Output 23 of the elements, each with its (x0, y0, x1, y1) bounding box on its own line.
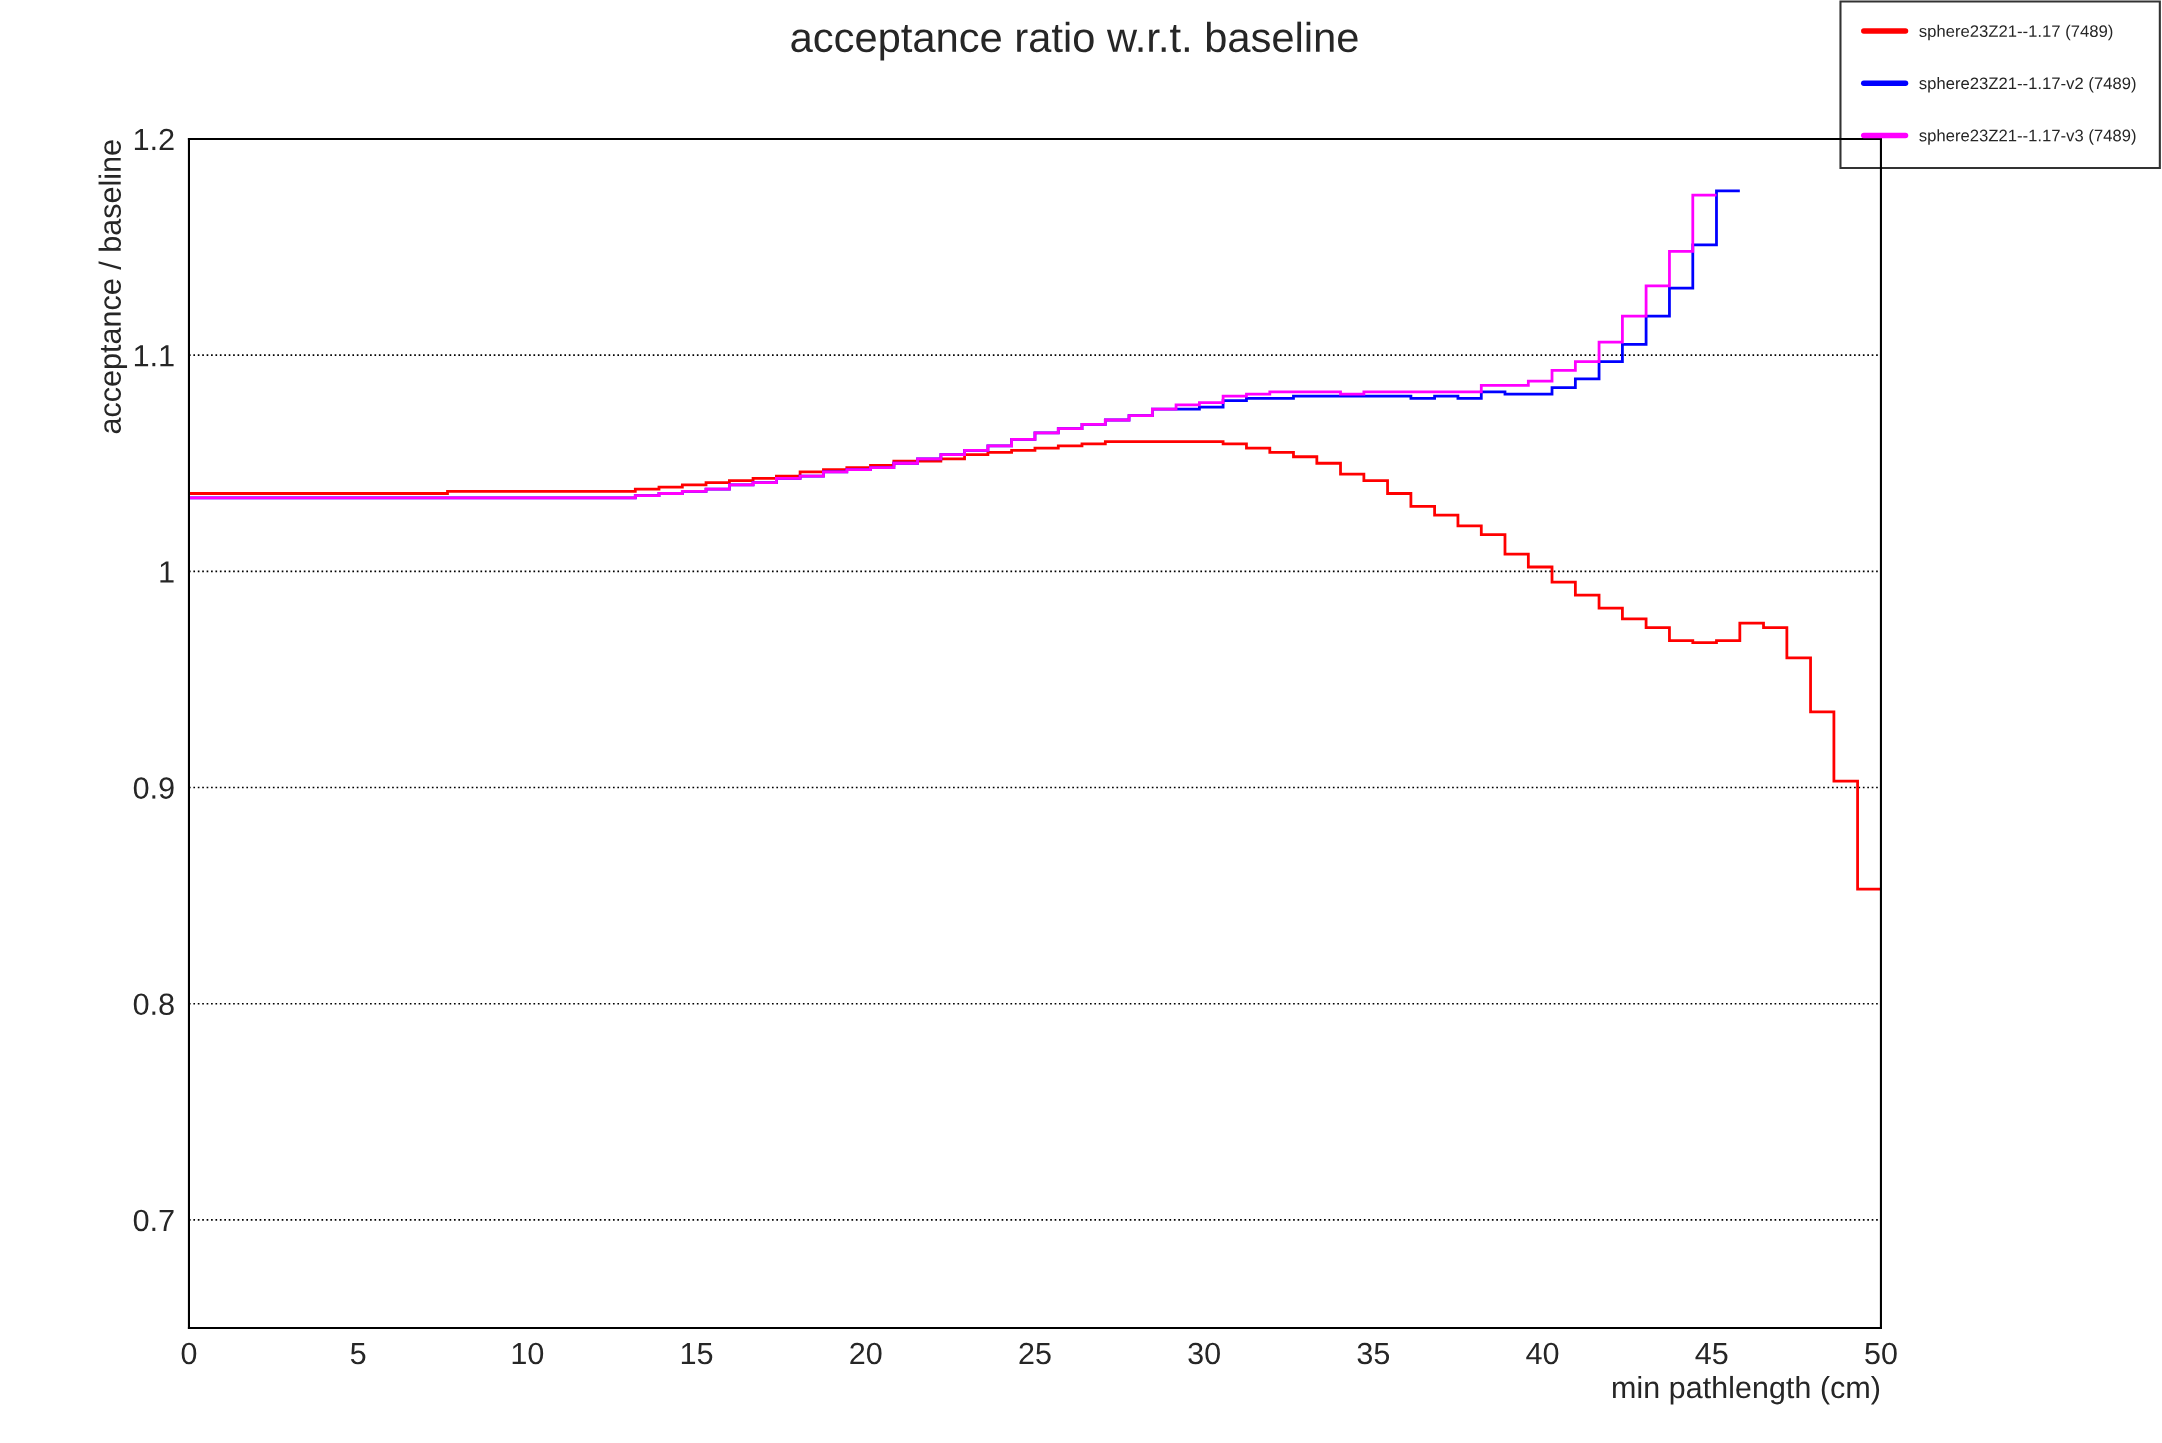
y-tick-label: 0.8 (133, 993, 174, 1016)
x-tick-label: 25 (1019, 1342, 1051, 1365)
x-axis-title: min pathlength (cm) (1612, 1375, 1880, 1405)
x-tick-label: 45 (1695, 1343, 1728, 1365)
y-tick-label: 1.2 (134, 128, 174, 151)
y-tick-label: 0.9 (133, 777, 174, 799)
chart-title: acceptance ratio w.r.t. baseline (791, 21, 1358, 61)
y-tick-label: 0.7 (133, 1209, 174, 1232)
x-tick-label: 30 (1188, 1342, 1220, 1365)
x-tick-label: 15 (681, 1343, 713, 1365)
y-axis-title: acceptance / baseline (98, 140, 128, 434)
x-tick-label: 40 (1526, 1342, 1559, 1365)
legend-label: sphere23Z21--1.17-v3 (7489) (1919, 129, 2136, 145)
y-tick-label: 1 (160, 561, 174, 583)
x-tick-label: 50 (1865, 1342, 1897, 1365)
y-tick-label: 1.1 (134, 345, 174, 367)
x-tick-label: 20 (850, 1342, 882, 1365)
x-tick-label: 5 (350, 1343, 366, 1365)
x-tick-label: 35 (1357, 1342, 1390, 1365)
legend-label: sphere23Z21--1.17-v2 (7489) (1919, 76, 2136, 93)
x-tick-label: 0 (181, 1342, 197, 1365)
legend-label: sphere23Z21--1.17 (7489) (1919, 24, 2113, 41)
x-tick-label: 10 (512, 1342, 544, 1365)
